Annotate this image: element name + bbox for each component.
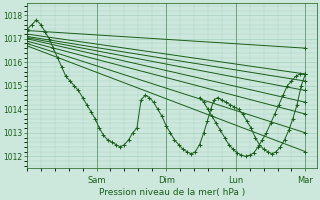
X-axis label: Pression niveau de la mer( hPa ): Pression niveau de la mer( hPa ) [99, 188, 245, 197]
